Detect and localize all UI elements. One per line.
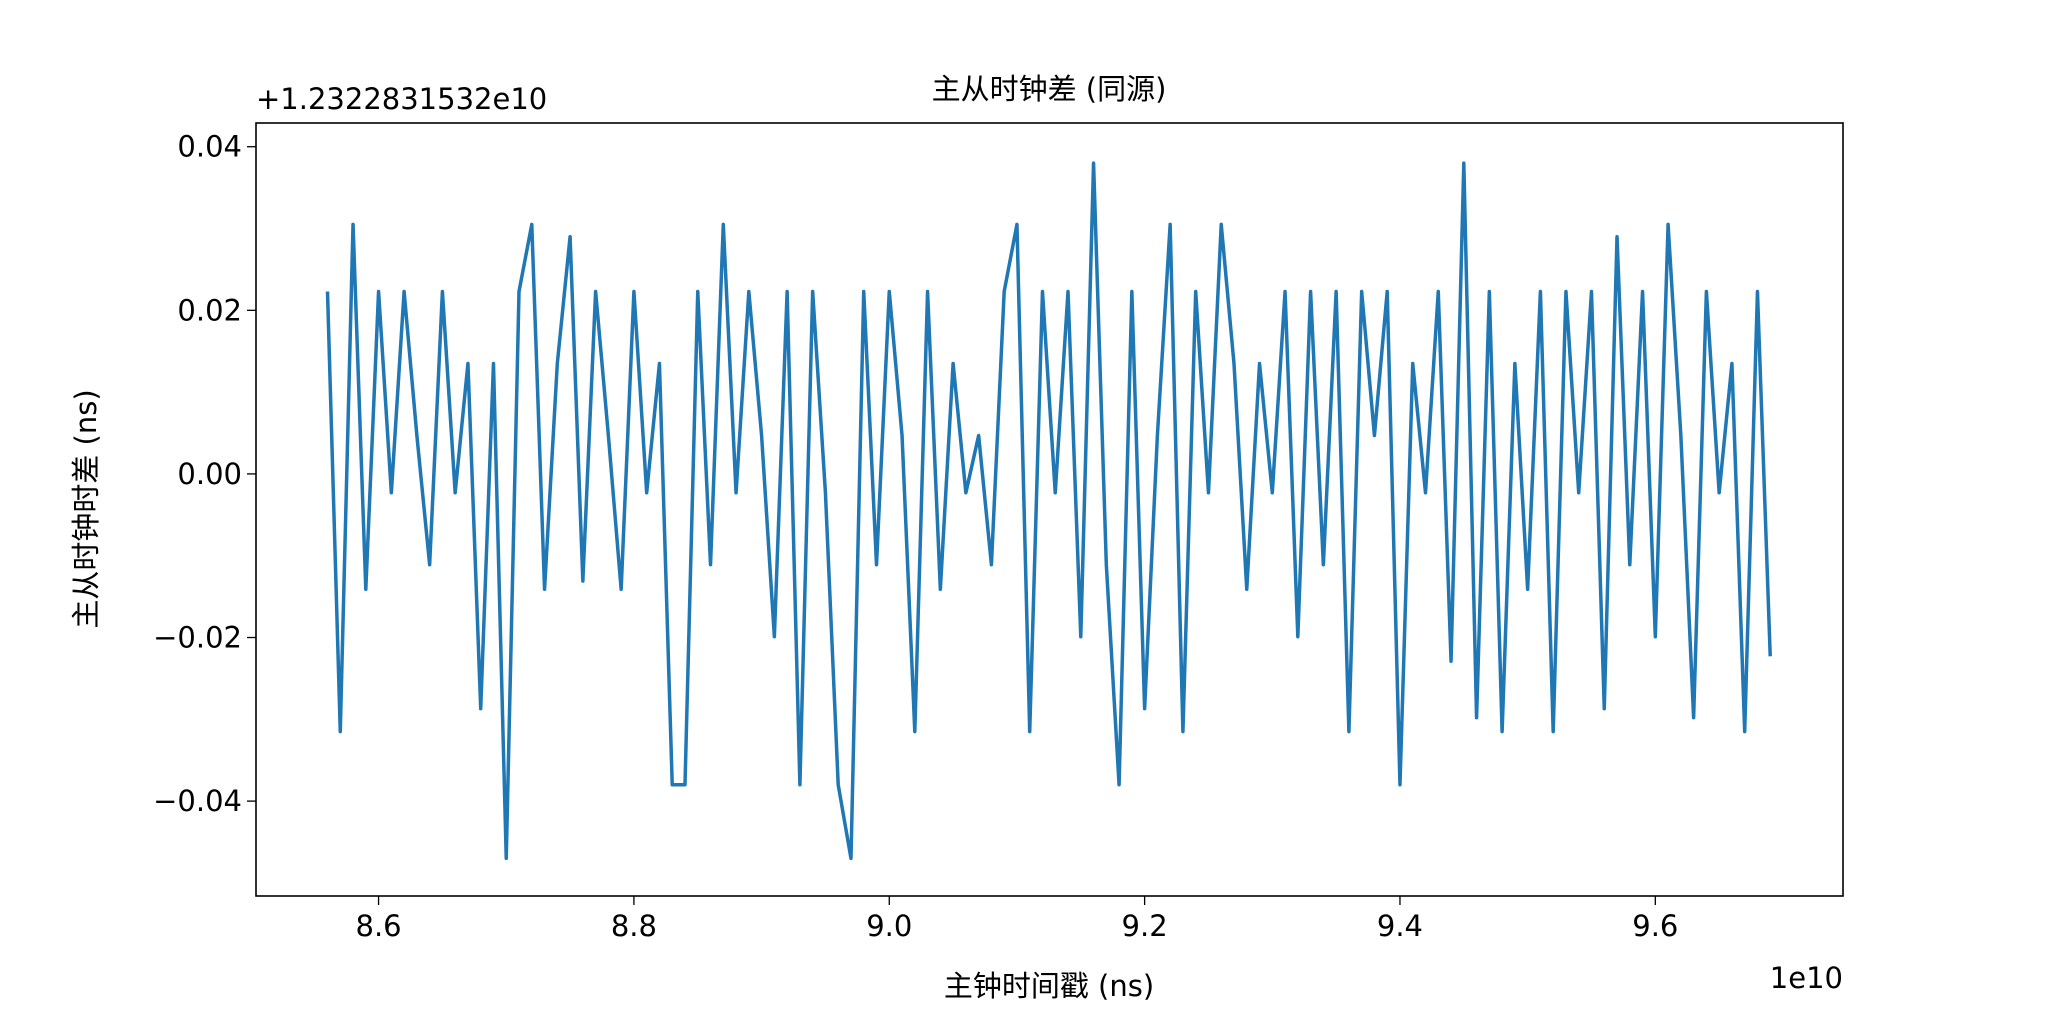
y-tick-label: −0.02 [153, 621, 242, 655]
x-tick-label: 8.6 [356, 909, 402, 943]
y-tick-label: −0.04 [153, 784, 242, 818]
y-axis-label: 主从时钟时差 (ns) [69, 389, 103, 628]
y-tick-label: 0.00 [177, 457, 242, 491]
x-tick-label: 9.2 [1122, 909, 1168, 943]
y-offset: +1.2322831532e10 [256, 82, 547, 116]
y-tick-label: 0.02 [177, 293, 242, 327]
x-tick-label: 8.8 [611, 909, 657, 943]
x-offset: 1e10 [1770, 961, 1843, 995]
chart-title: 主从时钟差 (同源) [932, 72, 1167, 106]
y-tick-label: 0.04 [177, 130, 242, 164]
x-axis-label: 主钟时间戳 (ns) [944, 969, 1154, 1003]
plot-frame [255, 122, 1844, 897]
x-tick-label: 9.6 [1632, 909, 1678, 943]
line-series [325, 161, 1772, 861]
x-tick-label: 9.4 [1377, 909, 1423, 943]
x-tick-label: 9.0 [866, 909, 912, 943]
